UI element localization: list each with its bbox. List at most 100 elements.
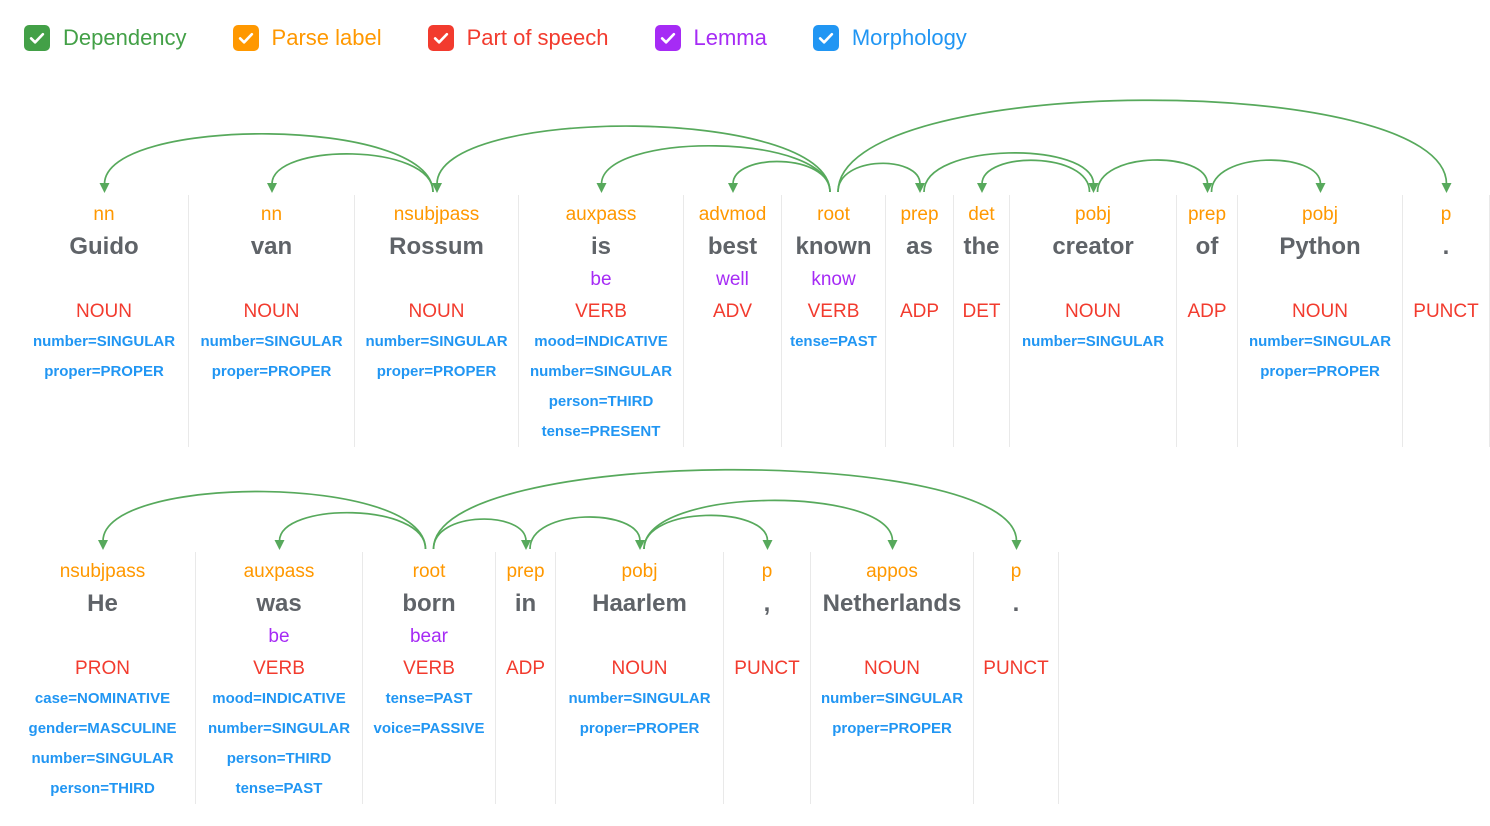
token-morphology: number=SINGULAR proper=PROPER <box>355 327 518 387</box>
token-lemma <box>954 267 1009 297</box>
token-morphology: case=NOMINATIVE gender=MASCULINE number=SI… <box>10 684 195 804</box>
parse-tree-sentence-1: nn Guido NOUN number=SINGULAR proper=PROP… <box>0 88 1490 447</box>
arrowhead-icon <box>521 540 531 550</box>
checkbox-dependency[interactable]: Dependency <box>24 25 187 51</box>
parse-label: p <box>1010 561 1022 582</box>
token-pos: PRON <box>75 658 130 679</box>
arrowhead-icon <box>977 183 987 193</box>
token-word: is <box>590 233 611 260</box>
token-column: nn Guido NOUN number=SINGULAR proper=PROP… <box>20 195 189 447</box>
morph-feature: proper=PROPER <box>1260 363 1380 380</box>
token-lemma <box>189 267 354 297</box>
arrowhead-icon <box>887 540 898 550</box>
token-column: prep of ADP <box>1177 195 1238 447</box>
parse-label: prep <box>900 204 939 225</box>
token-column: det the DET <box>954 195 1010 447</box>
token-column: pobj creator NOUN number=SINGULAR <box>1010 195 1177 447</box>
token-lemma: well <box>716 269 749 290</box>
morph-feature: number=SINGULAR <box>1248 333 1392 350</box>
parse-label: p <box>761 561 773 582</box>
arrowhead-icon <box>1202 183 1213 193</box>
checkbox-part-of-speech[interactable]: Part of speech <box>427 25 609 51</box>
checkbox-checked-icon <box>654 25 681 51</box>
morph-feature: tense=PAST <box>235 780 323 797</box>
token-pos: PUNCT <box>983 658 1049 679</box>
token-word: known <box>795 233 872 260</box>
parse-label: root <box>412 561 446 582</box>
morph-feature: tense=PAST <box>790 333 877 350</box>
checkbox-label: Part of speech <box>466 25 609 50</box>
token-word: the <box>963 233 1000 260</box>
token-lemma <box>974 624 1058 654</box>
morph-feature: proper=PROPER <box>44 363 164 380</box>
token-column: auxpass was be VERB mood=INDICATIVE numbe… <box>196 552 363 804</box>
dependency-arc <box>837 162 921 193</box>
token-column: pobj Haarlem NOUN number=SINGULAR proper=… <box>556 552 724 804</box>
morph-feature: number=SINGULAR <box>32 333 176 350</box>
parse-label: auxpass <box>565 204 637 225</box>
token-lemma <box>724 624 810 654</box>
token-word: . <box>1012 590 1020 617</box>
token-column: pobj Python NOUN number=SINGULAR proper=P… <box>1238 195 1403 447</box>
arrowhead-icon <box>762 540 773 550</box>
morph-feature: number=SINGULAR <box>365 333 508 350</box>
token-lemma <box>20 267 188 297</box>
arrowhead-icon <box>1088 183 1099 193</box>
token-morphology: number=SINGULAR proper=PROPER <box>20 327 188 387</box>
checkbox-lemma[interactable]: Lemma <box>654 25 767 51</box>
token-lemma <box>556 624 723 654</box>
dependency-arc <box>529 516 641 550</box>
dependency-arcs <box>99 99 1452 193</box>
arrowhead-icon <box>274 540 285 550</box>
dependency-arc <box>643 514 769 550</box>
dependency-arc <box>432 518 527 550</box>
token-pos: NOUN <box>1065 301 1121 322</box>
dependency-arc <box>643 499 894 550</box>
token-lemma <box>355 267 518 297</box>
token-lemma: know <box>811 269 856 290</box>
arrowhead-icon <box>635 540 645 550</box>
checkbox-parse-label[interactable]: Parse label <box>232 25 382 51</box>
token-morphology: mood=INDICATIVE number=SINGULAR person=THI… <box>196 684 362 804</box>
token-column: appos Netherlands NOUN number=SINGULAR pr… <box>811 552 974 804</box>
arrowhead-icon <box>98 540 108 550</box>
dependency-arc <box>436 125 831 193</box>
parse-label: auxpass <box>243 561 315 582</box>
parse-label: root <box>817 204 850 225</box>
token-pos: VERB <box>575 301 627 322</box>
display-options-bar: Dependency Parse label Part of speech Le… <box>0 0 1490 51</box>
token-column: root born bear VERB tense=PAST voice=PASS… <box>363 552 496 804</box>
token-word: of <box>1195 233 1219 260</box>
token-column: p . PUNCT <box>974 552 1059 804</box>
checkbox-morphology[interactable]: Morphology <box>812 25 967 51</box>
arrowhead-icon <box>596 183 607 193</box>
parse-label: nn <box>93 204 115 225</box>
token-pos: ADP <box>505 658 546 679</box>
morph-feature: proper=PROPER <box>211 363 332 380</box>
token-morphology: number=SINGULAR <box>1010 327 1176 357</box>
morph-feature: number=SINGULAR <box>820 690 964 707</box>
morph-feature: number=SINGULAR <box>207 720 351 737</box>
token-word: Haarlem <box>592 590 687 617</box>
token-pos: PUNCT <box>734 658 800 679</box>
token-pos: PUNCT <box>1413 301 1479 322</box>
token-column: nsubjpass Rossum NOUN number=SINGULAR pro… <box>355 195 519 447</box>
token-lemma <box>811 624 973 654</box>
token-lemma <box>1177 267 1237 297</box>
parse-label: nsubjpass <box>393 204 480 225</box>
dependency-arc <box>103 133 434 193</box>
parse-label: pobj <box>621 561 658 582</box>
token-lemma <box>496 624 555 654</box>
token-lemma: bear <box>409 626 449 647</box>
morph-feature: mood=INDICATIVE <box>534 333 668 350</box>
morph-feature: number=SINGULAR <box>31 750 174 767</box>
checkbox-checked-icon <box>24 25 50 51</box>
token-lemma <box>1010 267 1176 297</box>
token-column: p . PUNCT <box>1403 195 1490 447</box>
morph-feature: proper=PROPER <box>832 720 952 737</box>
token-row: nn Guido NOUN number=SINGULAR proper=PROP… <box>20 195 1490 447</box>
token-row: nsubjpass He PRON case=NOMINATIVE gender=… <box>10 552 1490 804</box>
checkbox-checked-icon <box>427 25 454 51</box>
token-column: root known know VERB tense=PAST <box>782 195 886 447</box>
token-pos: NOUN <box>408 301 465 322</box>
